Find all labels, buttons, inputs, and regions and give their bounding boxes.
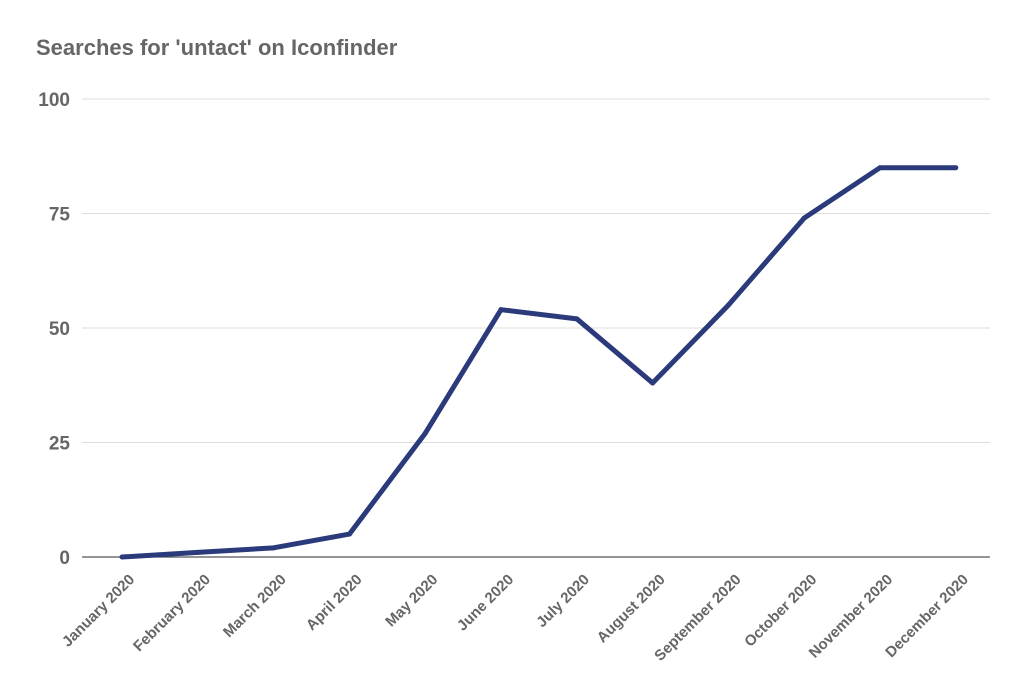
data-point	[650, 380, 656, 386]
y-axis-ticks: 0 25 50 75 100	[38, 90, 70, 569]
series-layer	[119, 165, 959, 560]
data-point	[195, 549, 201, 555]
x-tick-label: July 2020	[533, 571, 593, 631]
x-tick-label: May 2020	[382, 571, 441, 630]
x-tick-label: March 2020	[220, 571, 290, 641]
data-point	[953, 165, 959, 171]
y-tick-label: 25	[49, 434, 71, 455]
x-tick-label: February 2020	[130, 571, 214, 655]
chart-title: Searches for 'untact' on Iconfinder	[36, 35, 398, 60]
x-tick-label: December 2020	[882, 571, 972, 661]
gridlines	[82, 98, 990, 558]
y-tick-label: 50	[49, 319, 70, 340]
y-tick-label: 0	[59, 548, 70, 569]
data-point	[498, 307, 504, 313]
y-tick-label: 100	[38, 90, 70, 111]
x-tick-label: October 2020	[741, 571, 820, 650]
data-point	[346, 531, 352, 537]
x-tick-label: June 2020	[454, 571, 517, 634]
y-tick-label: 75	[49, 205, 71, 226]
data-point	[271, 545, 277, 551]
data-point	[574, 316, 580, 322]
data-point	[877, 165, 883, 171]
x-tick-label: August 2020	[594, 571, 669, 646]
x-tick-label: January 2020	[59, 571, 138, 650]
data-point	[422, 430, 428, 436]
series-line	[121, 165, 956, 560]
data-point	[725, 302, 731, 308]
x-tick-label: April 2020	[303, 571, 366, 634]
data-point	[801, 215, 807, 221]
data-point	[119, 554, 125, 560]
